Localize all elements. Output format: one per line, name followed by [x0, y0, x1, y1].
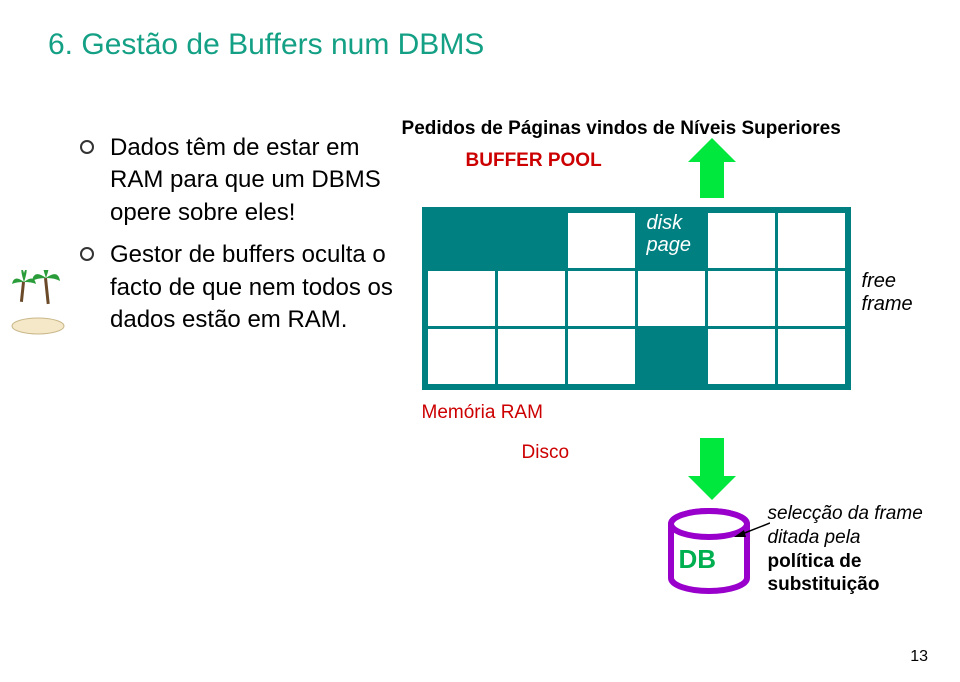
pool-cell	[566, 328, 636, 386]
pool-cell	[636, 270, 706, 328]
free-frame-label: free frame	[862, 270, 913, 316]
bullet-marker	[80, 140, 94, 154]
pool-cell	[776, 212, 846, 270]
pool-cell	[426, 328, 496, 386]
bullet-list: Dados têm de estar em RAM para que um DB…	[20, 102, 402, 346]
pool-cell	[706, 270, 776, 328]
arrow-up-icon	[682, 138, 742, 207]
pool-cell	[706, 328, 776, 386]
db-label: DB	[679, 544, 717, 575]
pool-cell	[566, 212, 636, 270]
pool-cell	[706, 212, 776, 270]
bullet-item: Gestor de buffers oculta o facto de que …	[20, 239, 402, 336]
bullet-marker	[80, 247, 94, 261]
palm-tree-icon	[10, 270, 70, 345]
pool-cell	[776, 270, 846, 328]
pool-cell	[566, 270, 636, 328]
top-label: Pedidos de Páginas vindos de Níveis Supe…	[402, 118, 920, 140]
bullet-text: Gestor de buffers oculta o facto de que …	[110, 239, 402, 336]
selection-policy-text: selecção da frame ditada pela política d…	[768, 502, 960, 597]
memoria-ram-label: Memória RAM	[422, 402, 543, 424]
bullet-text: Dados têm de estar em RAM para que um DB…	[110, 132, 402, 229]
arrow-down-icon	[682, 432, 742, 507]
diagram-area: Pedidos de Páginas vindos de Níveis Supe…	[402, 102, 920, 346]
bullet-item: Dados têm de estar em RAM para que um DB…	[20, 132, 402, 229]
pool-cell	[496, 328, 566, 386]
selection-arrow-icon	[734, 520, 770, 543]
slide-title: 6. Gestão de Buffers num DBMS	[0, 0, 960, 62]
disco-label: Disco	[522, 442, 570, 464]
pool-cell	[496, 270, 566, 328]
disk-page-label: disk page	[647, 212, 692, 256]
pool-cell	[776, 328, 846, 386]
pool-cell	[426, 212, 496, 270]
slide-number: 13	[910, 648, 928, 666]
pool-cell	[636, 328, 706, 386]
buffer-pool-grid	[422, 207, 851, 390]
pool-cell	[496, 212, 566, 270]
pool-cell	[426, 270, 496, 328]
